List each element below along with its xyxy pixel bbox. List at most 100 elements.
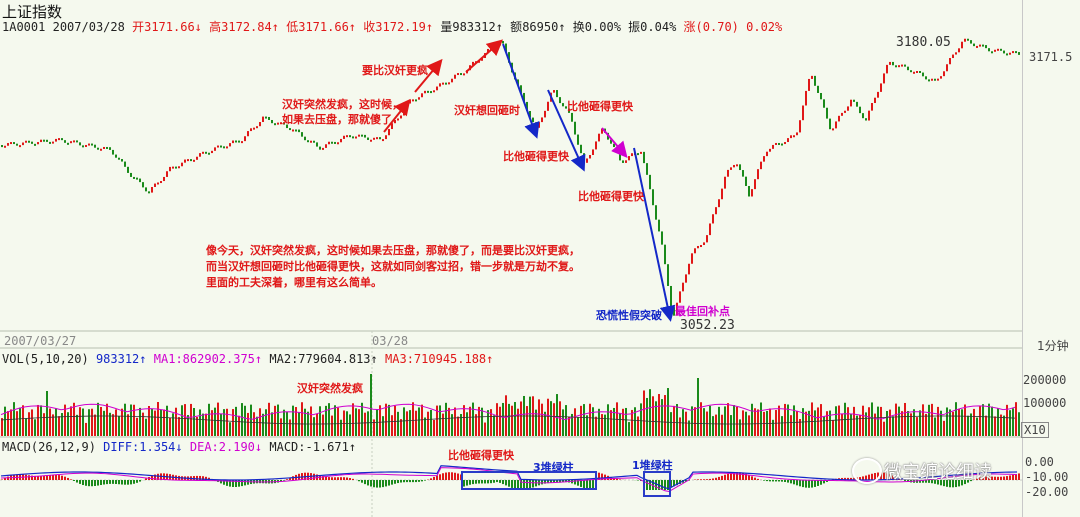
price-candle [286,124,288,129]
volume-bar [808,410,810,436]
volume-bar [631,409,633,436]
price-candle [502,41,504,44]
volume-bar [49,408,51,436]
volume-bar [214,407,216,436]
volume-bar [550,401,552,436]
price-candle [199,153,201,157]
price-candle [205,151,207,154]
volume-bar [799,418,801,436]
price-candle [841,112,843,116]
macd-bar [907,480,909,482]
volume-bar [688,420,690,436]
volume-bar [673,405,675,436]
macd-bar [532,480,534,488]
macd-bar [370,480,372,487]
volume-bar [268,402,270,436]
price-candle [844,110,846,113]
price-candle [112,149,114,155]
annotation-faster-2: 比他砸得更快 [503,150,569,163]
volume-bar [880,406,882,436]
volume-bar [958,408,960,436]
vol-info-bar: VOL(5,10,20) 983312↑ MA1:862902.375↑ MA2… [2,352,493,366]
volume-bar [604,414,606,436]
volume-bar [712,416,714,436]
macd-bar [97,480,99,486]
macd-bar [592,480,594,490]
annotation-3-green: 3堆绿柱 [533,461,574,474]
macd-bar [286,479,288,480]
volume-bar [505,395,507,436]
price-candle [781,143,783,146]
volume-bar [196,417,198,436]
macd-bar [157,473,159,480]
price-candle [508,52,510,63]
price-candle [520,85,522,93]
macd-bar [745,473,747,480]
macd-bar [154,474,156,480]
macd-bar [994,476,996,480]
macd-bar [781,480,783,482]
change-value: (0.70) 0.02% [695,20,783,34]
price-candle [760,161,762,170]
price-candle [562,103,564,107]
price-candle [133,176,135,179]
price-candle [994,49,996,52]
volume-bar [598,408,600,436]
price-candle [100,148,102,151]
macd-bar [487,480,489,484]
volume-bar [838,405,840,436]
price-candle [4,145,6,148]
price-candle [946,64,948,72]
vol-ma2: MA2:779604.813 [269,352,371,366]
macd-bar [397,480,399,484]
volume-bar [274,405,276,436]
volume-bar [418,407,420,436]
price-candle [247,131,249,137]
macd-bar [451,472,453,480]
volume-bar [394,405,396,436]
macd-bar [565,480,567,483]
price-candle [1000,48,1002,51]
period-label[interactable]: 1分钟 [1037,339,1069,353]
volume-bar [163,409,165,436]
price-candle [589,154,591,159]
macd-bar [1012,474,1014,480]
price-candle [556,90,558,98]
macd-bar [202,476,204,480]
volume-bar [610,410,612,436]
vol-axis-200000: 200000 [1023,373,1067,387]
volume-bar [142,412,144,436]
price-candle [124,161,126,167]
price-candle [268,116,270,120]
price-candle [676,302,678,316]
macd-axis-m20: -20.00 [1025,485,1069,499]
macd-bar [43,475,45,480]
volume-bar [100,406,102,436]
close-label: 收 [363,20,376,34]
macd-bar [676,480,678,486]
volume-bar [562,409,564,436]
macd-bar [883,472,885,480]
macd-bar [130,480,132,485]
volume-bar [130,404,132,436]
price-candle [232,140,234,144]
volume-bar [679,417,681,436]
price-candle [544,110,546,118]
macd-diff-arrow: ↓ [175,440,183,454]
volume-bar [22,405,24,436]
volume-bar [694,407,696,436]
price-candle [52,141,54,144]
macd-axis-m10: -10.00 [1025,470,1069,484]
volume-bar [985,415,987,436]
price-candle [1006,53,1008,56]
volume-bar [832,420,834,436]
macd-bar [769,480,771,482]
price-candle [700,245,702,248]
volume-bar [568,416,570,436]
macd-bar [94,480,96,486]
volume-bar [358,409,360,436]
price-candle [736,164,738,167]
volume-bar [310,406,312,436]
macd-bar [970,480,972,482]
